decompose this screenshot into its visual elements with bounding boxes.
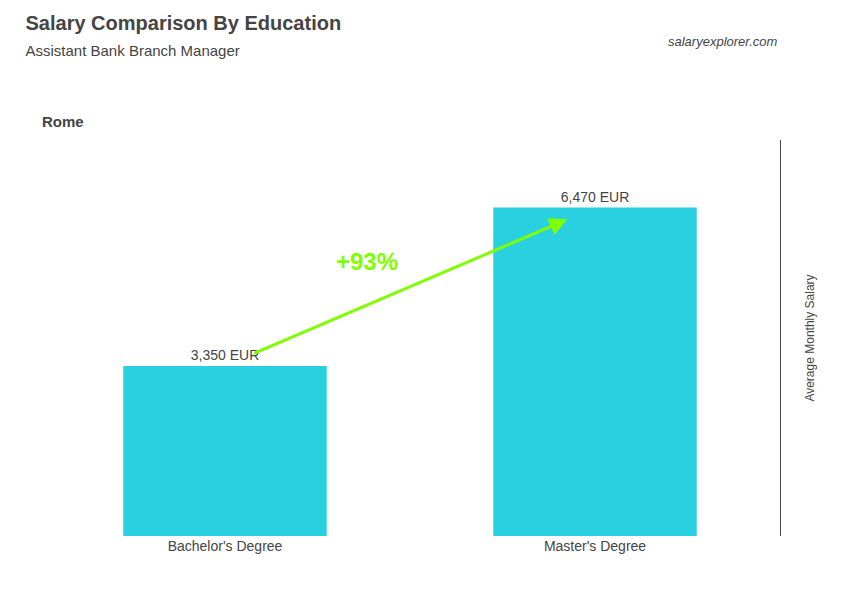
svg-text:Master's Degree: Master's Degree (544, 538, 646, 554)
svg-text:Bachelor's Degree: Bachelor's Degree (168, 538, 283, 554)
svg-text:Salary Comparison By Education: Salary Comparison By EducationAssistant … (26, 12, 342, 59)
svg-text:salaryexplorer.com: salaryexplorer.com (668, 34, 778, 49)
svg-text:6,470 EUR: 6,470 EUR (561, 189, 629, 205)
svg-text:Rome: Rome (42, 113, 84, 130)
svg-text:Average Monthly Salary: Average Monthly Salary (803, 274, 817, 401)
svg-text:3,350 EUR: 3,350 EUR (191, 347, 259, 363)
svg-text:+93%: +93% (336, 248, 398, 275)
